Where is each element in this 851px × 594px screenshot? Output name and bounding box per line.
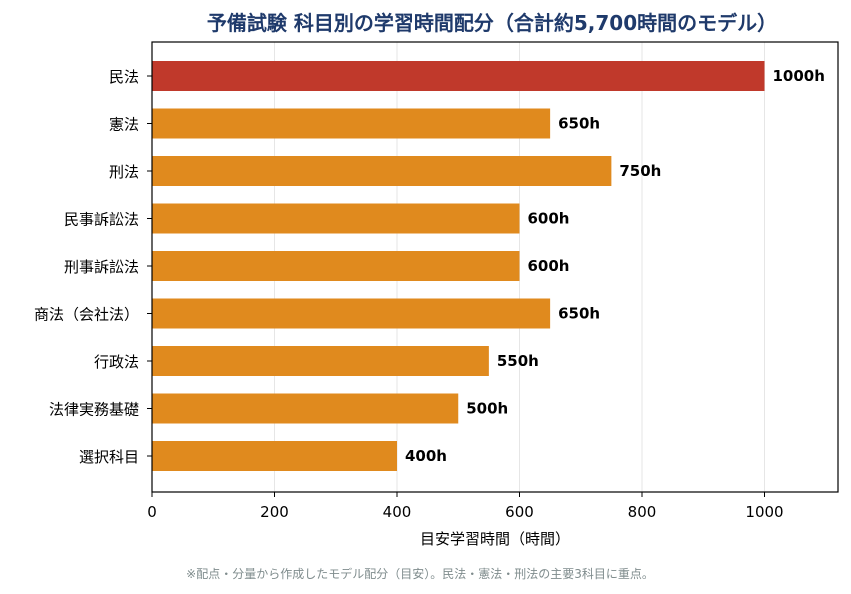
category-label-7: 法律実務基礎 [49,401,139,419]
x-tick-label-0: 0 [147,503,157,521]
category-label-4: 刑事訴訟法 [64,258,139,276]
chart-title-part-1: 予備試験 科目別の学習時間配分（合計約 [207,11,574,35]
category-label-1: 憲法 [109,116,139,134]
category-label-2: 刑法 [109,163,139,181]
chart-title-total: 5,700 [574,11,637,35]
x-tick-label-5: 1000 [745,503,783,521]
data-label-4: 600h [528,257,570,275]
bar-5 [152,298,551,329]
footnote: ※配点・分量から作成したモデル配分（目安）。民法・憲法・刑法の主要3科目に重点。 [186,566,654,581]
data-label-0: 1000h [773,67,825,85]
data-label-3: 600h [528,210,570,228]
category-label-8: 選択科目 [79,448,139,466]
bar-7 [152,393,459,424]
data-label-2: 750h [619,162,661,180]
data-label-7: 500h [466,400,508,418]
bar-4 [152,251,520,281]
chart-title: 予備試験 科目別の学習時間配分（合計約5,700時間のモデル） [207,11,777,35]
bar-3 [152,203,520,234]
bar-2 [152,156,612,186]
data-label-6: 550h [497,352,539,370]
category-label-5: 商法（会社法） [34,306,139,324]
chart-title-part-3: 時間のモデル） [637,11,777,35]
x-tick-label-2: 400 [383,503,412,521]
bar-8 [152,441,397,471]
plot-frame [151,41,839,493]
bars: 1000h 650h 750h 600h 600h 650h 550h 500h 400h [152,61,825,471]
data-label-5: 650h [558,305,600,323]
category-label-6: 行政法 [94,353,139,371]
category-label-3: 民事訴訟法 [64,211,139,229]
axis-ticks: 0 200 400 600 800 1000 民法憲法刑法民事訴訟法刑事訴訟法商法（会社法）… [34,68,784,521]
bar-1 [152,108,551,139]
bar-6 [152,346,489,376]
x-tick-label-4: 800 [628,503,657,521]
category-label-0: 民法 [109,68,139,86]
x-tick-label-1: 200 [260,503,289,521]
data-label-1: 650h [558,115,600,133]
data-label-8: 400h [405,447,447,465]
bar-0 [152,61,765,91]
x-axis-label: 目安学習時間（時間） [420,530,570,548]
x-tick-label-3: 600 [505,503,534,521]
